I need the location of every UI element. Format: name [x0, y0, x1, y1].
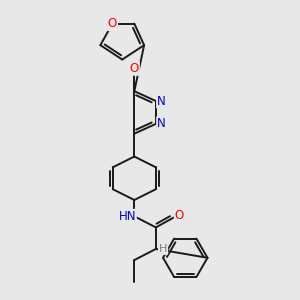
Text: O: O — [175, 209, 184, 223]
Text: O: O — [108, 17, 117, 30]
Text: N: N — [157, 117, 166, 130]
Text: N: N — [157, 94, 166, 107]
Text: O: O — [130, 62, 139, 75]
Text: H: H — [159, 244, 167, 254]
Text: HN: HN — [118, 210, 136, 223]
